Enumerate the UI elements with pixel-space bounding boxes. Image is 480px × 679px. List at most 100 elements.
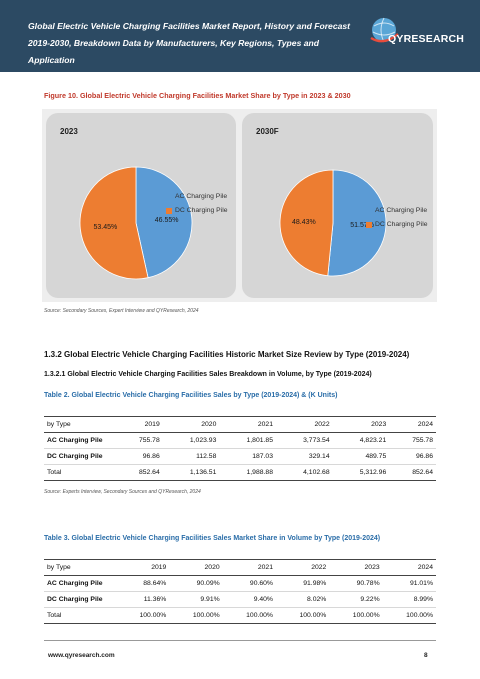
legend-swatch-dc [366,221,372,228]
table-cell: 852.64 [389,464,436,481]
legend-item: AC Charging Pile [166,193,228,200]
table-cell: 8.02% [275,591,330,608]
table-cell: 187.03 [219,448,276,465]
table-cell: 755.78 [389,432,436,449]
legend-swatch-ac [166,193,172,200]
legend-item: AC Charging Pile [366,207,428,214]
table-cell: DC Charging Pile [44,448,116,465]
table-header-row: by Type 2019 2020 2021 2022 2023 2024 [44,559,436,576]
section-title: 1.3.2 Global Electric Vehicle Charging F… [44,350,410,359]
table-cell: 1,136.51 [162,464,220,481]
figure-caption: Figure 10. Global Electric Vehicle Charg… [44,91,351,100]
table-cell: 4,102.68 [275,464,333,481]
table-cell: AC Charging Pile [44,575,116,592]
table-total-row: Total 100.00% 100.00% 100.00% 100.00% 10… [44,607,436,624]
table-cell: 100.00% [222,607,276,624]
table-2-sales: by Type 2019 2020 2021 2022 2023 2024 AC… [44,416,436,481]
qyresearch-logo: QYRESEARCH [366,16,466,60]
table-cell: 4,823.21 [332,432,390,449]
pie-slice-ac-charging-pile [327,169,387,277]
table-row: AC Charging Pile 88.64% 90.09% 90.60% 91… [44,575,436,592]
legend-swatch-ac [366,207,372,214]
table-header-cell: 2020 [169,559,223,576]
pie-chart-2023: 46.55% 53.45% [79,166,193,280]
table-header-cell: by Type [44,559,116,576]
pie-chart-2023-panel: 2023 46.55% 53.45% AC Charging Pile DC Ch… [46,113,236,298]
figure-source-note: Source: Secondary Sources, Expert Interv… [44,308,199,314]
report-title-line-1: Global Electric Vehicle Charging Facilit… [28,21,351,31]
logo-globe-icon [370,17,399,43]
legend-item: DC Charging Pile [366,221,428,228]
pie-chart-2030: 51.57% 48.43% [279,169,387,277]
table-header-cell: 2019 [116,559,170,576]
legend-item: DC Charging Pile [166,207,228,214]
legend-label-ac: AC Charging Pile [175,193,228,200]
subsection-title: 1.3.2.1 Global Electric Vehicle Charging… [44,371,372,378]
table-total-row: Total 852.64 1,136.51 1,988.88 4,102.68 … [44,464,436,481]
table-header-cell: 2024 [382,559,436,576]
table-cell: 90.78% [329,575,383,592]
table-row: DC Charging Pile 96.86 112.58 187.03 329… [44,448,436,465]
table-cell: 1,988.88 [219,464,276,481]
pie-slice-label: 51.57% [350,222,374,229]
table-cell: 8.99% [382,591,436,608]
table-cell: 852.64 [116,464,163,481]
table-header-cell: 2023 [329,559,383,576]
pie-chart-2030-panel: 2030F 51.57% 48.43% AC Charging Pile DC C… [242,113,433,298]
page-number: 8 [424,652,428,659]
table-header-cell: 2019 [116,416,163,433]
pie-slice-label: 53.45% [94,224,118,231]
table-cell: 91.98% [275,575,330,592]
table-cell: 96.86 [389,448,436,465]
table-header-cell: 2022 [275,559,330,576]
footer-divider [44,640,436,641]
table-cell: Total [44,464,116,481]
table-header-row: by Type 2019 2020 2021 2022 2023 2024 [44,416,436,433]
pie-slice-label: 46.55% [155,217,179,224]
pie-slice-label: 48.43% [292,219,316,226]
pie-charts-figure: 2023 46.55% 53.45% AC Charging Pile DC Ch… [42,109,437,302]
report-header: Global Electric Vehicle Charging Facilit… [0,0,480,72]
table-cell: 329.14 [275,448,333,465]
legend-label-dc: DC Charging Pile [375,221,428,228]
table-cell: Total [44,607,116,624]
table-cell: 3,773.54 [275,432,333,449]
table-header-cell: 2024 [389,416,436,433]
table-row: AC Charging Pile 755.78 1,023.93 1,801.8… [44,432,436,449]
table-cell: 1,023.93 [162,432,220,449]
table-2-source-note: Source: Experts Interview, Secondary Sou… [44,489,201,495]
table-cell: 755.78 [116,432,163,449]
table-header-cell: 2022 [275,416,333,433]
table-cell: 90.60% [222,575,276,592]
table-cell: 96.86 [116,448,163,465]
table-cell: 90.09% [169,575,223,592]
legend-label-ac: AC Charging Pile [375,207,428,214]
table-header-cell: 2023 [332,416,390,433]
table-cell: DC Charging Pile [44,591,116,608]
table-header-cell: 2020 [162,416,220,433]
legend-swatch-dc [166,207,172,214]
table-cell: 1,801.85 [219,432,276,449]
table-cell: 88.64% [116,575,170,592]
table-header-cell: by Type [44,416,116,433]
pie-slice-dc-charging-pile [279,169,334,277]
legend-label-dc: DC Charging Pile [175,207,228,214]
table-cell: 489.75 [332,448,390,465]
pie-slice-ac-charging-pile [135,166,193,279]
table-header-cell: 2021 [219,416,276,433]
pie-slice-dc-charging-pile [79,166,149,280]
table-cell: 9.22% [329,591,383,608]
footer-website: www.qyresearch.com [48,652,115,659]
pie-chart-2023-title: 2023 [60,127,78,136]
table-3-caption: Table 3. Global Electric Vehicle Chargin… [44,535,381,542]
table-cell: 9.91% [169,591,223,608]
table-header-cell: 2021 [222,559,276,576]
table-cell: 100.00% [169,607,223,624]
table-cell: AC Charging Pile [44,432,116,449]
table-cell: 100.00% [116,607,170,624]
table-cell: 9.40% [222,591,276,608]
table-row: DC Charging Pile 11.36% 9.91% 9.40% 8.02… [44,591,436,608]
report-title-line-2: 2019-2030, Breakdown Data by Manufacture… [28,38,320,65]
table-cell: 11.36% [116,591,170,608]
report-title: Global Electric Vehicle Charging Facilit… [28,18,358,69]
